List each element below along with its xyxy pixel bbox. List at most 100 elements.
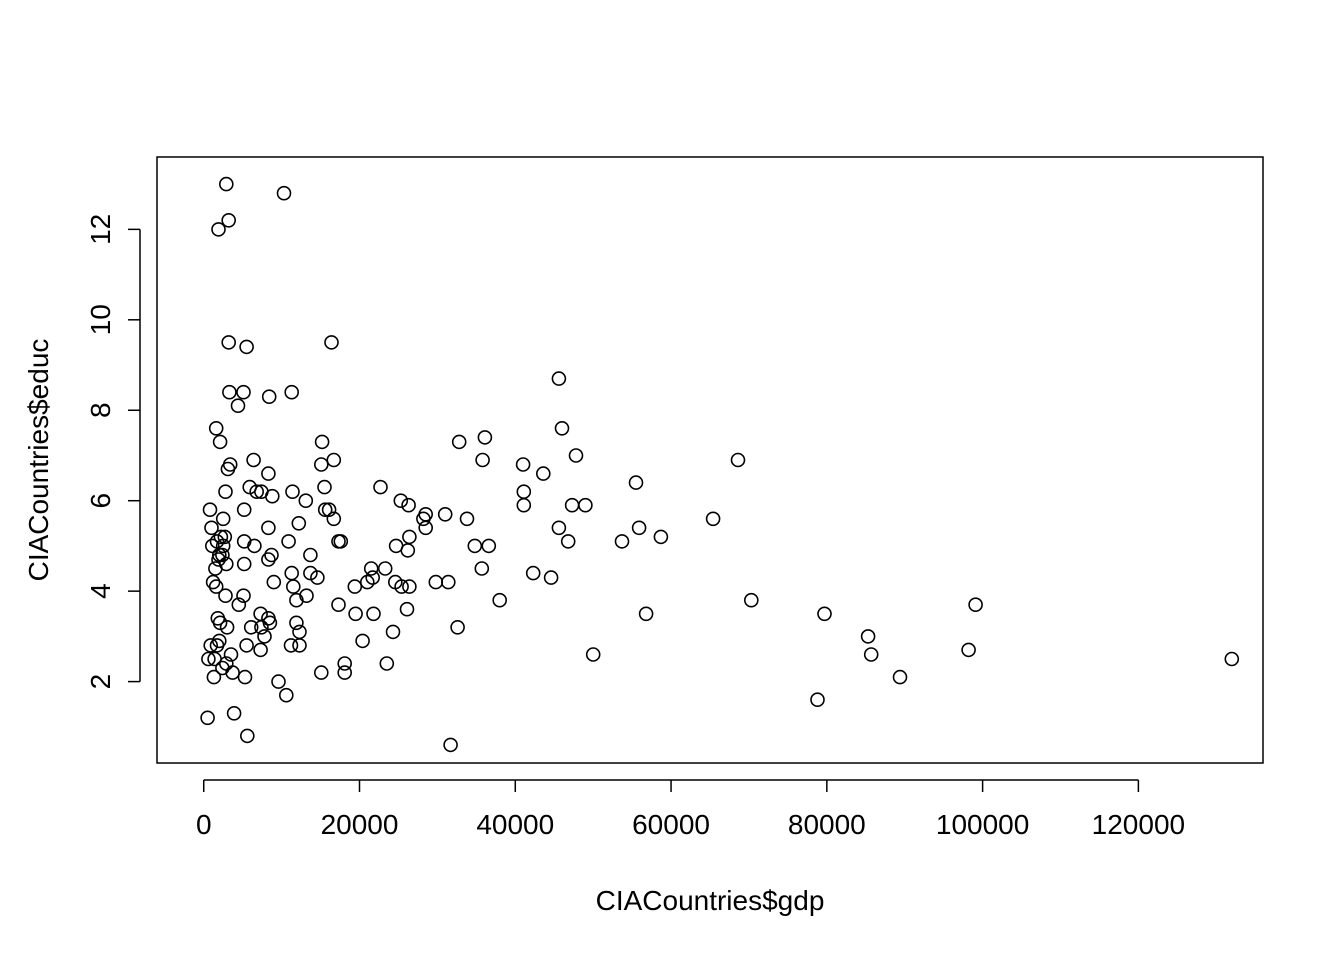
data-point	[211, 552, 226, 567]
data-point	[209, 638, 225, 653]
data-point	[863, 647, 879, 662]
data-point	[631, 520, 647, 536]
x-tick-label: 80000	[788, 809, 866, 840]
y-tick-label: 10	[85, 304, 116, 335]
data-point	[239, 638, 254, 653]
data-point	[291, 515, 307, 531]
data-point	[961, 642, 976, 658]
data-point	[212, 434, 228, 450]
data-point	[202, 502, 218, 518]
x-tick-label: 120000	[1092, 809, 1185, 840]
data-point	[215, 511, 231, 527]
y-tick-label: 6	[85, 493, 116, 509]
data-point	[638, 606, 654, 622]
data-point	[892, 669, 908, 685]
data-point	[525, 565, 541, 581]
data-point	[217, 529, 233, 545]
data-point	[326, 452, 342, 468]
data-point	[313, 457, 329, 472]
data-point	[402, 529, 417, 545]
data-point	[366, 606, 381, 622]
data-point	[310, 570, 325, 585]
data-point	[215, 538, 231, 554]
data-point	[379, 656, 395, 671]
data-point	[365, 570, 381, 585]
data-points	[200, 176, 1240, 753]
data-point	[377, 561, 393, 576]
data-point	[399, 601, 415, 617]
data-point	[262, 615, 278, 631]
data-point	[451, 434, 467, 450]
x-tick-label: 20000	[321, 809, 399, 840]
data-point	[554, 420, 570, 436]
data-point	[236, 556, 252, 572]
data-point	[276, 185, 292, 201]
data-point	[208, 561, 223, 576]
data-point	[266, 574, 282, 590]
data-point	[298, 493, 314, 509]
data-point	[551, 371, 567, 386]
data-point	[284, 565, 300, 581]
data-point	[205, 538, 220, 554]
data-point	[219, 619, 235, 635]
data-point	[206, 669, 222, 685]
data-point	[218, 588, 233, 604]
data-point	[401, 497, 416, 513]
data-point	[402, 579, 417, 594]
data-point	[204, 520, 219, 536]
data-point	[614, 534, 630, 549]
data-point	[333, 534, 349, 549]
x-tick-label: 40000	[476, 809, 554, 840]
data-point	[418, 506, 434, 522]
data-point	[226, 705, 242, 721]
data-point	[237, 669, 253, 685]
data-point	[317, 502, 333, 518]
data-point	[968, 597, 983, 613]
data-point	[261, 389, 277, 405]
data-point	[743, 592, 759, 608]
y-tick-label: 2	[85, 674, 116, 690]
y-tick-label: 12	[85, 214, 116, 245]
data-point	[326, 511, 342, 527]
data-point	[568, 448, 584, 463]
data-point	[264, 547, 279, 563]
data-point	[201, 651, 216, 667]
data-point	[475, 452, 490, 468]
data-point	[337, 656, 353, 671]
data-point	[220, 461, 236, 477]
data-point	[285, 484, 300, 500]
data-point	[243, 619, 259, 635]
data-point	[400, 543, 416, 558]
data-point	[516, 497, 532, 513]
data-point	[278, 687, 294, 703]
data-point	[299, 588, 314, 604]
data-point	[246, 452, 261, 468]
data-point	[236, 384, 251, 400]
data-point	[222, 384, 237, 400]
data-point	[200, 710, 215, 726]
data-point	[653, 529, 669, 545]
data-point	[271, 674, 286, 689]
data-point	[578, 497, 593, 513]
data-point	[253, 642, 268, 658]
y-tick-label: 4	[85, 583, 116, 599]
data-point	[249, 484, 265, 500]
data-point	[218, 484, 233, 500]
data-point	[261, 466, 276, 481]
data-point	[208, 579, 224, 594]
data-point	[231, 597, 247, 613]
data-point	[261, 552, 276, 567]
x-tick-label: 60000	[632, 809, 710, 840]
data-point	[515, 457, 531, 472]
data-point	[284, 384, 300, 400]
data-point	[247, 538, 262, 554]
x-axis: 0 20000 40000 60000 80000 100000 120000	[196, 779, 1185, 840]
data-point	[348, 606, 363, 622]
data-point	[373, 479, 388, 495]
data-point	[205, 574, 221, 590]
data-point	[564, 497, 580, 513]
data-point	[418, 520, 434, 536]
data-point	[474, 561, 490, 576]
